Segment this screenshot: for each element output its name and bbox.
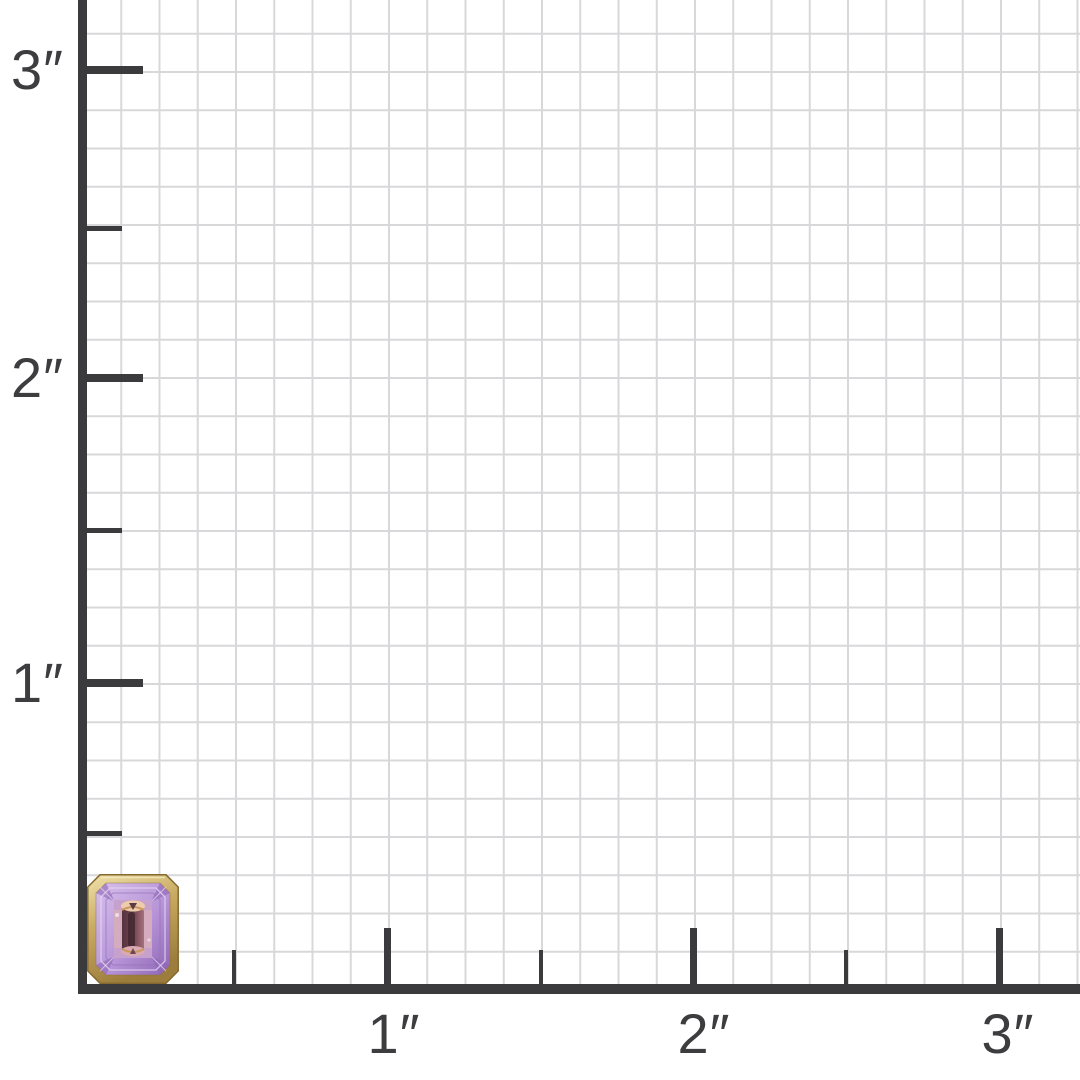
x-axis-major-tick-2in <box>690 928 697 984</box>
y-axis-line <box>78 0 87 994</box>
y-axis-major-tick-3in <box>80 66 143 74</box>
y-axis-minor-tick-1.5in <box>80 528 122 533</box>
measurement-grid <box>82 0 1080 990</box>
y-axis-label-1in: 1″ <box>11 651 64 714</box>
y-axis-major-tick-2in <box>80 374 143 382</box>
x-axis-major-tick-1in <box>384 928 391 984</box>
x-axis-label-1in: 1″ <box>367 1002 421 1065</box>
x-axis-minor-tick-2.5in <box>844 950 848 984</box>
x-axis-label-3in: 3″ <box>981 1002 1035 1065</box>
x-axis-label-2in: 2″ <box>677 1002 731 1065</box>
x-axis-minor-tick-1.5in <box>539 950 543 984</box>
y-axis-label-3in: 3″ <box>11 38 64 101</box>
amethyst-stud-earring <box>87 874 179 984</box>
x-axis-line <box>78 984 1080 994</box>
x-axis-major-tick-3in <box>996 928 1003 984</box>
y-axis-major-tick-1in <box>80 679 143 687</box>
y-axis-minor-tick-0.5in <box>80 831 122 836</box>
y-axis-minor-tick-2.5in <box>80 226 122 231</box>
y-axis-label-2in: 2″ <box>11 346 64 409</box>
x-axis-minor-tick-0.5in <box>232 950 236 984</box>
